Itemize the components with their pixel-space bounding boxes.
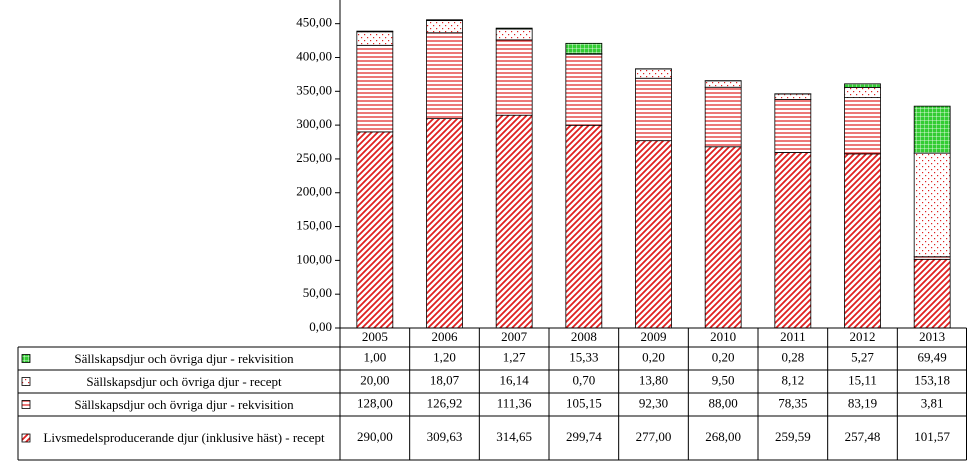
x-tick-label: 2005 [362, 329, 388, 344]
bar-segment [635, 68, 672, 79]
table-value: 0,70 [572, 372, 595, 387]
y-tick-label: 400,00 [296, 48, 332, 63]
bar-segment [774, 152, 812, 329]
table-value: 268,00 [705, 429, 741, 444]
bar-segment [844, 83, 881, 88]
legend-swatch [21, 354, 31, 363]
table-value: 15,33 [569, 349, 598, 364]
bar-segment [426, 32, 463, 120]
x-tick-label: 2013 [919, 329, 945, 344]
table-value: 16,14 [500, 372, 530, 387]
legend-swatch [21, 433, 31, 443]
bar-segment [565, 124, 603, 329]
legend-label: Sällskapsdjur och övriga djur - rekvisit… [74, 396, 294, 412]
table-value: 0,20 [712, 349, 735, 364]
bar-segment [913, 105, 951, 154]
bar-segment [704, 80, 742, 88]
bar-segment [565, 53, 603, 126]
table-value: 314,65 [496, 429, 532, 444]
table-value: 111,36 [497, 395, 532, 410]
x-tick-label: 2006 [432, 329, 459, 344]
y-tick-label: 50,00 [303, 285, 332, 300]
bar-segment [495, 28, 533, 41]
table-value: 126,92 [427, 395, 463, 410]
table-value: 277,00 [636, 429, 672, 444]
bar-segment [356, 44, 394, 133]
x-tick-label: 2012 [850, 329, 876, 344]
bar-segment [704, 86, 742, 148]
y-tick-label: 200,00 [296, 184, 332, 199]
legend-label: Sällskapsdjur och övriga djur - rekvisit… [74, 350, 294, 366]
table-value: 309,63 [427, 429, 463, 444]
table-value: 69,49 [918, 349, 947, 364]
table-value: 101,57 [914, 429, 950, 444]
table-value: 259,59 [775, 429, 811, 444]
table-value: 128,00 [357, 395, 393, 410]
bar-segment [565, 42, 603, 55]
table-value: 290,00 [357, 429, 393, 444]
bar-segment [426, 20, 463, 34]
bar-segment [635, 77, 672, 142]
x-tick-label: 2007 [501, 329, 528, 344]
legend-label-box: Livsmedelsproducerande djur (inklusive h… [43, 430, 325, 445]
bar-segment [426, 19, 463, 21]
x-tick-label: 2010 [710, 329, 736, 344]
bar-segment [844, 97, 881, 155]
x-tick-label: 2009 [641, 329, 667, 344]
bar-segment [704, 146, 742, 329]
bar-segment [774, 93, 812, 100]
table-value: 8,12 [781, 372, 804, 387]
legend-swatch [21, 377, 31, 386]
y-tick-label: 150,00 [296, 218, 332, 233]
legend-label-box: Sällskapsdjur och övriga djur - recept [86, 373, 282, 389]
legend-label-box: Sällskapsdjur och övriga djur - rekvisit… [74, 396, 294, 412]
bar-segment [774, 99, 812, 153]
table-value: 13,80 [639, 372, 668, 387]
table-value: 1,20 [433, 349, 456, 364]
table-value: 20,00 [360, 372, 389, 387]
table-value: 0,20 [642, 349, 665, 364]
table-value: 1,27 [503, 349, 526, 364]
bar-segment [495, 114, 533, 329]
y-tick-label: 250,00 [296, 150, 332, 165]
bar-segment [426, 118, 463, 329]
table-value: 0,28 [781, 349, 804, 364]
table-value: 299,74 [566, 429, 602, 444]
bar-segment [635, 140, 672, 329]
y-tick-label: 350,00 [296, 82, 332, 97]
table-value: 9,50 [712, 372, 735, 387]
table-value: 78,35 [778, 395, 807, 410]
table-value: 83,19 [848, 395, 877, 410]
y-tick-label: 100,00 [296, 251, 332, 266]
table-value: 1,00 [363, 349, 386, 364]
y-tick-label: 450,00 [296, 15, 332, 30]
table-value: 3,81 [921, 395, 944, 410]
bar-segment [495, 27, 533, 30]
y-tick-label: 0,00 [309, 319, 332, 334]
legend-label: Livsmedelsproducerande djur (inklusive h… [43, 430, 325, 445]
table-value: 105,15 [566, 395, 602, 410]
table-value: 18,07 [430, 372, 460, 387]
bar-segment [844, 153, 881, 329]
bar-segment [913, 258, 951, 329]
legend-label-box: Sällskapsdjur och övriga djur - rekvisit… [74, 350, 294, 366]
table-value: 92,30 [639, 395, 668, 410]
bar-segment [844, 86, 881, 99]
bar-segment [356, 131, 394, 329]
table-value: 5,27 [851, 349, 874, 364]
legend-label: Sällskapsdjur och övriga djur - recept [86, 373, 282, 389]
x-tick-label: 2008 [571, 329, 597, 344]
bar-segment [913, 152, 951, 258]
legend-swatch [21, 400, 31, 409]
x-tick-label: 2011 [780, 329, 806, 344]
bar-segment [356, 30, 394, 33]
y-tick-label: 300,00 [296, 116, 332, 131]
table-value: 88,00 [709, 395, 738, 410]
bar-segment [495, 39, 533, 116]
table-value: 257,48 [845, 429, 881, 444]
table-value: 153,18 [914, 372, 950, 387]
table-value: 15,11 [848, 372, 877, 387]
bar-segment [356, 31, 394, 46]
